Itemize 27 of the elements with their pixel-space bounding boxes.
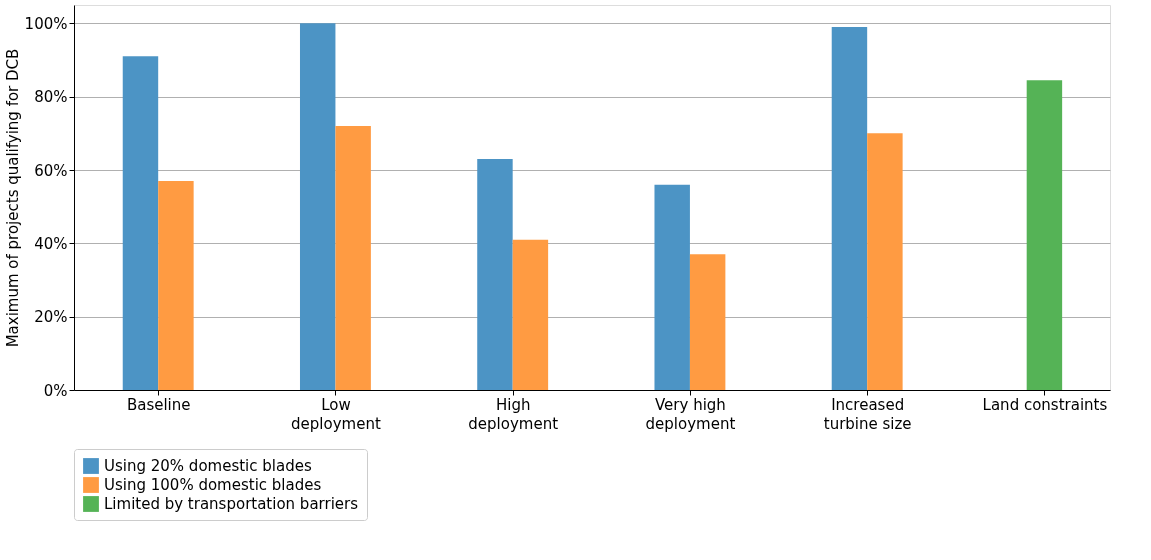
bar — [158, 181, 194, 390]
bar — [1026, 80, 1063, 390]
bar — [689, 254, 726, 390]
x-tick-label: Low deployment — [291, 395, 381, 433]
y-tick-label: 40% — [34, 234, 68, 253]
bar — [867, 133, 903, 390]
bar — [122, 56, 159, 390]
y-tick-label: 60% — [34, 161, 68, 180]
x-tick-label: High deployment — [468, 395, 559, 433]
y-tick-label: 20% — [34, 308, 68, 327]
legend-label: Limited by transportation barriers — [104, 495, 359, 513]
y-tick-label: 0% — [43, 381, 68, 400]
x-tick-label: Land constraints — [982, 395, 1108, 414]
y-tick-label: 80% — [34, 88, 68, 107]
y-tick-label: 100% — [24, 14, 68, 33]
y-axis-title: Maximum of projects qualifying for DCB — [3, 48, 22, 348]
bar — [831, 27, 868, 390]
bar — [335, 126, 371, 390]
legend-label: Using 20% domestic blades — [104, 457, 312, 475]
bar — [512, 239, 549, 390]
bar — [654, 184, 690, 390]
legend-label: Using 100% domestic blades — [104, 476, 322, 494]
x-tick-label: Increased turbine size — [823, 395, 912, 433]
x-tick-label: Baseline — [126, 395, 191, 414]
bar — [299, 23, 336, 390]
bar — [477, 159, 513, 390]
x-tick-label: Very high deployment — [645, 395, 736, 433]
